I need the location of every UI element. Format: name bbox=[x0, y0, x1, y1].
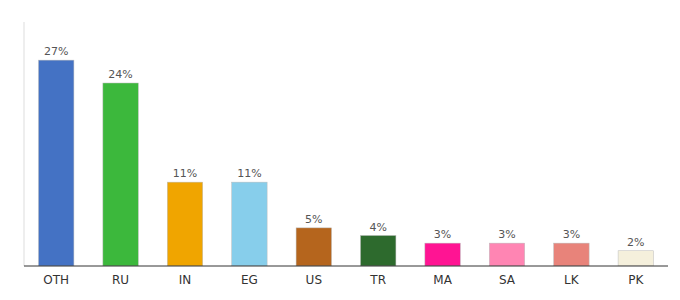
x-tick-label: EG bbox=[241, 273, 258, 287]
x-tick-label: OTH bbox=[43, 273, 69, 287]
data-labels: 27% 24% 11% 11% 5% 4% 3% 3% 3% 2% bbox=[44, 45, 645, 249]
data-label: 5% bbox=[305, 213, 322, 226]
bar bbox=[554, 243, 589, 266]
x-tick-label: LK bbox=[564, 273, 580, 287]
x-tick-label: MA bbox=[433, 273, 452, 287]
x-tick-label: US bbox=[306, 273, 322, 287]
x-tick-labels: OTH RU IN EG US TR MA SA LK PK bbox=[43, 273, 644, 287]
bar bbox=[232, 182, 267, 266]
x-tick-label: IN bbox=[179, 273, 192, 287]
bar bbox=[425, 243, 460, 266]
x-tick-label: PK bbox=[628, 273, 644, 287]
chart-container: 27% 24% 11% 11% 5% 4% 3% 3% 3% 2% OTH RU IN EG US TR MA S… bbox=[0, 0, 680, 300]
data-label: 3% bbox=[434, 228, 451, 241]
data-label: 24% bbox=[108, 68, 132, 81]
data-label: 27% bbox=[44, 45, 68, 58]
data-label: 4% bbox=[369, 221, 386, 234]
x-tick-label: TR bbox=[369, 273, 386, 287]
bar bbox=[38, 60, 73, 266]
bar bbox=[489, 243, 524, 266]
data-label: 2% bbox=[627, 236, 644, 249]
bar bbox=[360, 236, 395, 267]
x-axis-line bbox=[24, 266, 668, 267]
data-label: 3% bbox=[498, 228, 515, 241]
chart: 27% 24% 11% 11% 5% 4% 3% 3% 3% 2% OTH RU IN EG US TR MA S… bbox=[0, 0, 680, 300]
bar bbox=[167, 182, 202, 266]
x-tick-label: RU bbox=[112, 273, 129, 287]
y-axis-line bbox=[24, 22, 25, 266]
data-label: 3% bbox=[563, 228, 580, 241]
bar bbox=[296, 228, 331, 266]
bar bbox=[618, 251, 653, 266]
data-label: 11% bbox=[237, 167, 261, 180]
bar bbox=[103, 83, 138, 266]
plot-area bbox=[38, 60, 653, 266]
x-tick-label: SA bbox=[499, 273, 516, 287]
data-label: 11% bbox=[173, 167, 197, 180]
